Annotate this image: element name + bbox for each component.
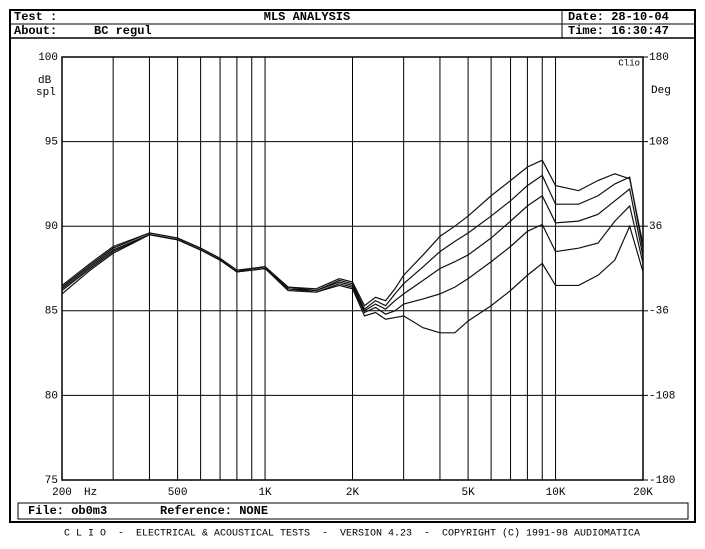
plot: 75 80 85 90 95 100 -180 -108 -36 36 108 180 200 500 1K… <box>36 52 675 499</box>
y2-tick-label: -180 <box>649 475 675 487</box>
x-tick-label: 10K <box>546 487 566 499</box>
outer-frame <box>9 9 696 523</box>
file-box <box>17 502 689 520</box>
about: BC regul <box>94 24 152 38</box>
date: Date: 28-10-04 <box>568 10 669 24</box>
y2-tick-label: -108 <box>649 390 675 402</box>
x-tick-label: 1K <box>258 487 272 499</box>
x-tick-label: 500 <box>168 487 188 499</box>
file: File: ob0m3 <box>28 504 107 518</box>
x-tick-label: 200 <box>52 487 72 499</box>
y-tick-label: 95 <box>45 137 58 149</box>
y-axis-label: spl <box>36 87 56 99</box>
y-tick-label: 85 <box>45 306 58 318</box>
y2-axis-label: Deg <box>651 85 671 97</box>
x-tick-label: 5K <box>462 487 476 499</box>
y-axis-label: dB <box>38 75 52 87</box>
series-line <box>61 174 644 311</box>
x-tick-label: 2K <box>346 487 360 499</box>
status-line: C L I O - ELECTRICAL & ACOUSTICAL TESTS … <box>64 528 640 540</box>
x-tick-label: 20K <box>633 487 653 499</box>
y-tick-label: 80 <box>45 390 58 402</box>
y2-tick-label: 180 <box>649 52 669 64</box>
y2-tick-label: -36 <box>649 306 669 318</box>
about-label: About: <box>14 24 57 38</box>
window-title: MLS ANALYSIS <box>264 10 350 24</box>
test-label: Test : <box>14 10 57 24</box>
y2-tick-label: 108 <box>649 137 669 149</box>
y-tick-label: 75 <box>45 475 58 487</box>
y2-tick-label: 36 <box>649 221 662 233</box>
series-line <box>61 224 644 334</box>
y-tick-label: 90 <box>45 221 58 233</box>
time: Time: 16:30:47 <box>568 24 669 38</box>
y-tick-label: 100 <box>38 52 58 64</box>
reference: Reference: NONE <box>160 504 268 518</box>
x-axis-label: Hz <box>84 487 97 499</box>
brand: Clio <box>618 58 640 68</box>
